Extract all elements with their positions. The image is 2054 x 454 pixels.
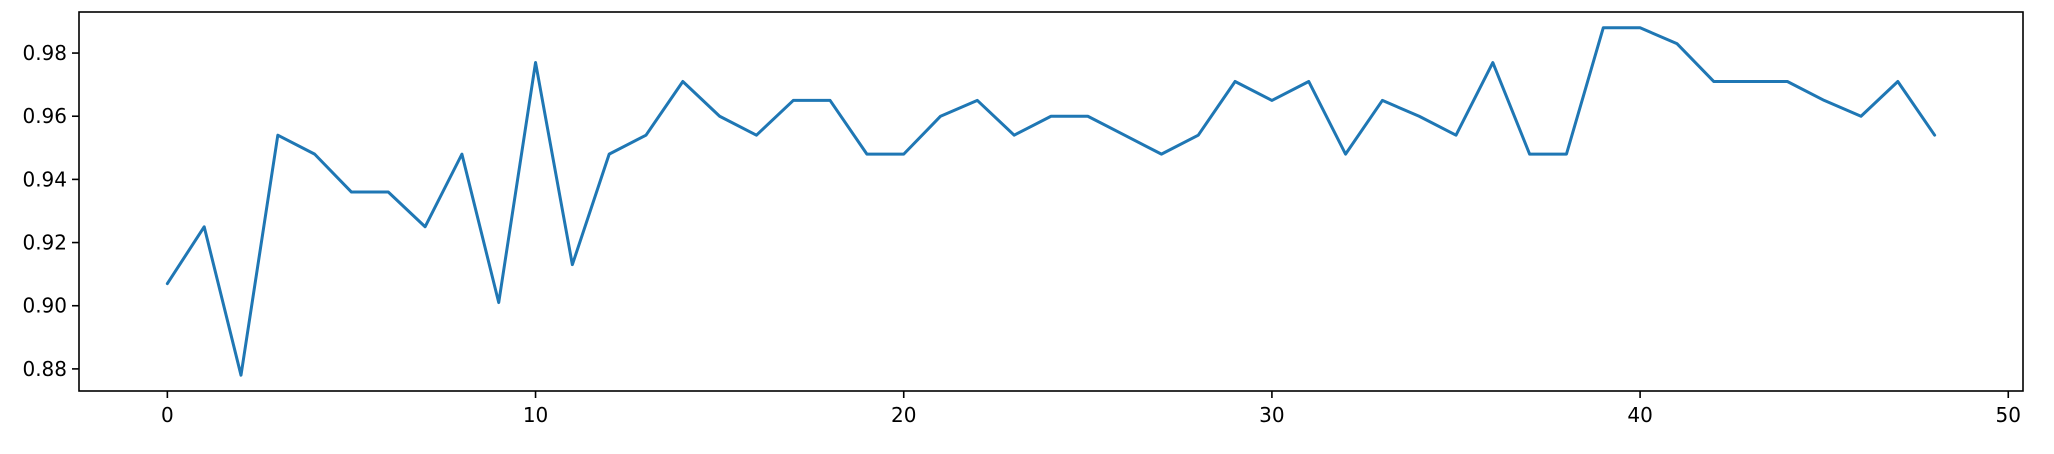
y-axis-ticks: 0.88 0.90 0.92 0.94 0.96 0.98 <box>22 41 79 381</box>
y-tick-label: 0.98 <box>22 41 67 65</box>
x-tick-label: 0 <box>161 403 174 427</box>
y-tick-label: 0.96 <box>22 104 67 128</box>
x-tick-label: 50 <box>1996 403 2021 427</box>
y-tick-label: 0.88 <box>22 357 67 381</box>
x-tick-label: 10 <box>523 403 548 427</box>
x-axis-ticks: 0 10 20 30 40 50 <box>161 391 2021 427</box>
series-line <box>165 26 1937 377</box>
x-tick-label: 30 <box>1259 403 1284 427</box>
y-tick-label: 0.92 <box>22 231 67 255</box>
y-tick-label: 0.94 <box>22 167 67 191</box>
x-tick-label: 40 <box>1627 403 1652 427</box>
y-tick-label: 0.90 <box>22 294 67 318</box>
plot-area-frame <box>78 11 2024 392</box>
x-tick-label: 20 <box>891 403 916 427</box>
